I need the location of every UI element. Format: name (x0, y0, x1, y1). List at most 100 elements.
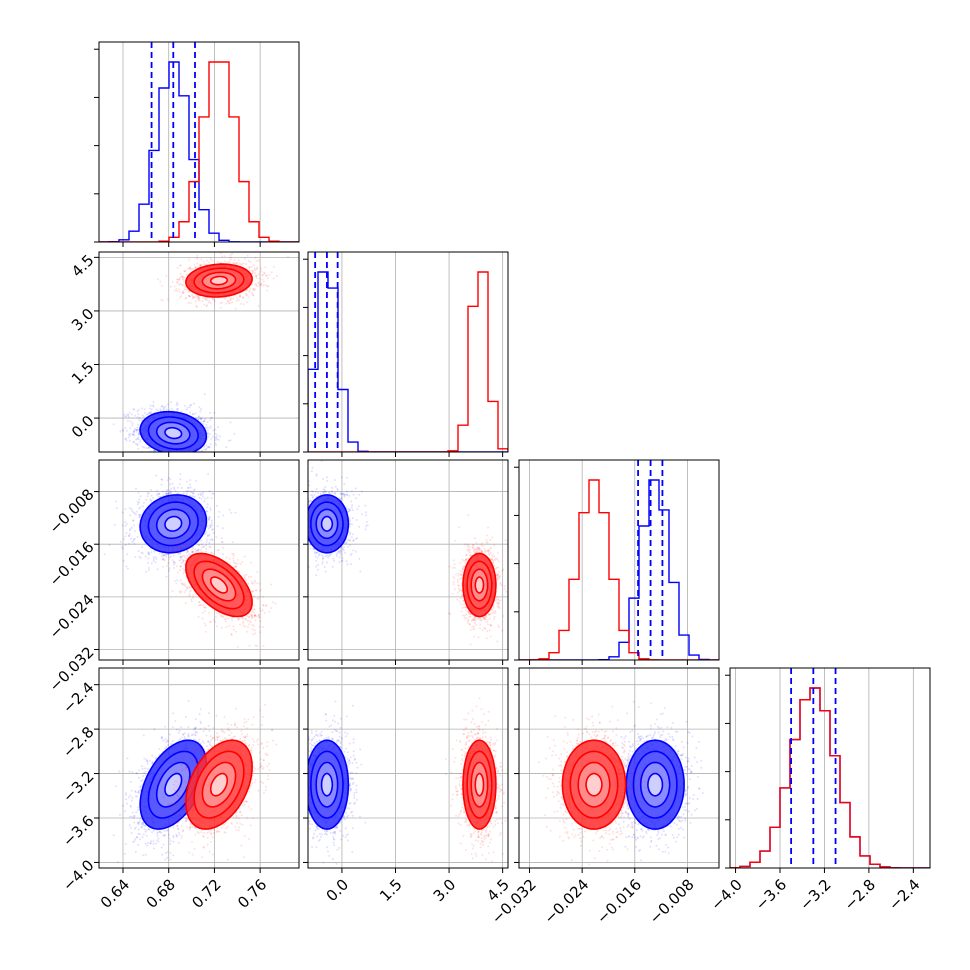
scatter-point (259, 588, 262, 591)
scatter-point (132, 408, 135, 410)
scatter-point (167, 476, 170, 479)
scatter-point (251, 272, 254, 275)
scatter-point (250, 614, 253, 617)
scatter-point (197, 548, 200, 551)
scatter-point (195, 305, 198, 308)
histogram-series-1 (99, 61, 299, 242)
scatter-point (203, 500, 206, 503)
scatter-point (188, 295, 190, 298)
scatter-point (125, 429, 128, 432)
scatter-point (156, 519, 159, 521)
scatter-point (112, 423, 115, 426)
scatter-point (184, 556, 186, 559)
scatter-point (225, 626, 228, 628)
scatter-point (137, 550, 140, 552)
scatter-point (193, 488, 196, 491)
scatter-point (206, 421, 209, 424)
scatter-point (191, 551, 194, 554)
scatter-point (131, 424, 134, 427)
scatter-point (125, 437, 127, 440)
scatter-point (161, 557, 164, 560)
scatter-point (155, 474, 158, 477)
scatter-point (141, 445, 144, 448)
scatter-point (170, 407, 173, 410)
scatter-point (201, 543, 203, 546)
scatter-point (179, 455, 181, 457)
scatter-point (192, 495, 195, 498)
scatter-point (121, 546, 124, 548)
scatter-point (264, 284, 267, 287)
scatter-point (200, 458, 202, 460)
scatter-point (193, 456, 195, 458)
scatter-point (137, 408, 140, 411)
scatter-point (164, 553, 167, 556)
scatter-point (133, 408, 136, 411)
scatter-point (196, 549, 199, 552)
scatter-point (137, 433, 140, 436)
scatter-point (230, 256, 232, 259)
scatter-point (217, 426, 220, 429)
scatter-point (192, 596, 195, 599)
scatter-point (161, 553, 164, 555)
scatter-point (205, 540, 208, 543)
scatter-point (183, 569, 186, 572)
scatter-point (208, 545, 211, 548)
scatter-point (245, 263, 248, 265)
scatter-point (158, 492, 161, 495)
scatter-point (194, 548, 197, 551)
scatter-point (127, 413, 130, 416)
scatter-point (191, 413, 194, 415)
scatter-point (161, 490, 164, 493)
scatter-point (202, 546, 205, 548)
density-fill (210, 276, 228, 285)
scatter-point (176, 545, 179, 548)
scatter-point (254, 272, 257, 275)
scatter-point (221, 553, 224, 555)
scatter-point (228, 302, 230, 305)
scatter-point (144, 555, 147, 558)
scatter-point (139, 440, 142, 443)
scatter-point (229, 299, 231, 302)
scatter-point (127, 436, 130, 439)
scatter-point (148, 412, 151, 415)
scatter-point (254, 581, 257, 584)
scatter-point (196, 266, 199, 269)
scatter-point (172, 567, 175, 569)
scatter-point (173, 456, 175, 458)
scatter-point (156, 568, 159, 571)
scatter-point (203, 445, 206, 448)
scatter-point (205, 444, 208, 447)
scatter-point (154, 561, 157, 564)
scatter-point (128, 534, 131, 537)
contour-line (155, 508, 191, 540)
scatter-point (137, 447, 140, 450)
scatter-point (138, 498, 141, 501)
panel-1-1 (303, 251, 509, 457)
scatter-point (198, 601, 201, 604)
scatter-point (206, 432, 209, 435)
scatter-point (216, 525, 219, 528)
scatter-point (233, 259, 236, 262)
scatter-point (193, 295, 196, 298)
scatter-point (127, 420, 130, 422)
scatter-point (196, 550, 199, 553)
scatter-point (255, 267, 258, 270)
scatter-point (154, 556, 157, 559)
scatter-point (250, 617, 253, 620)
scatter-point (196, 262, 199, 265)
scatter-point (145, 570, 148, 573)
scatter-point (236, 297, 239, 300)
scatter-point (161, 404, 164, 407)
scatter-point (173, 486, 176, 489)
scatter-point (239, 294, 242, 297)
scatter-point (208, 445, 211, 448)
scatter-point (190, 469, 192, 471)
scatter-point (129, 527, 132, 530)
scatter-point (194, 479, 197, 482)
scatter-point (150, 494, 153, 497)
scatter-point (191, 551, 194, 553)
scatter-point (166, 492, 169, 495)
scatter-point (259, 267, 262, 270)
scatter-point (184, 289, 187, 292)
scatter-point (147, 553, 150, 555)
